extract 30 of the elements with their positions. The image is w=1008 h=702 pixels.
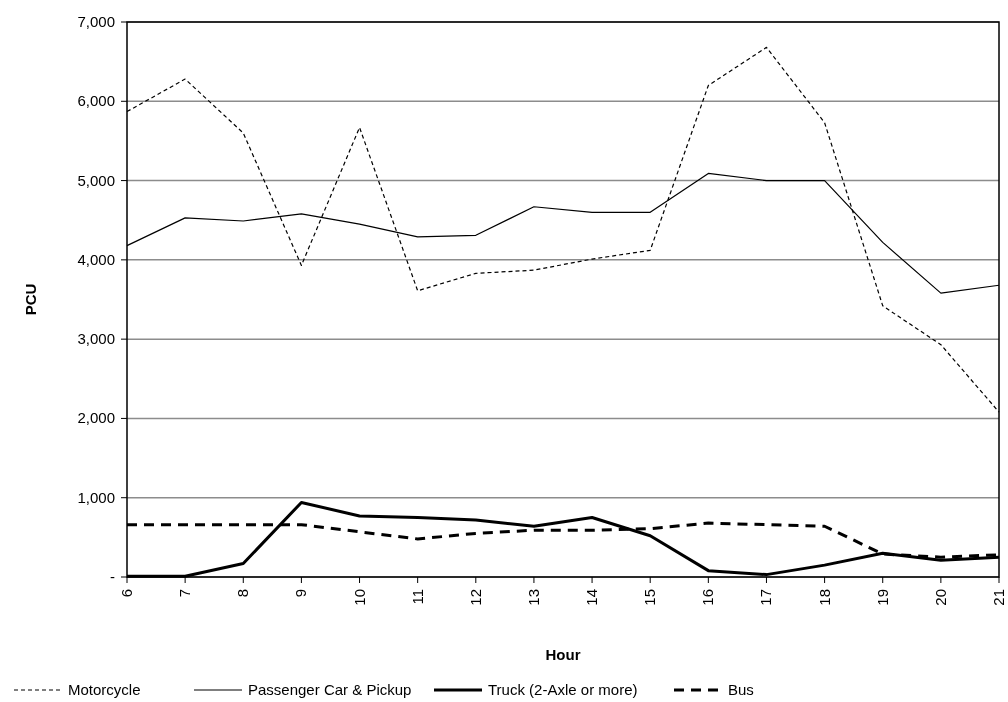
y-tick-label: 4,000 — [77, 250, 115, 268]
x-tick-label: 16 — [699, 589, 717, 606]
x-tick-label: 13 — [524, 589, 542, 606]
x-axis-title: Hour — [545, 646, 581, 663]
y-axis-title: PCU — [22, 283, 39, 316]
x-tick-label: 7 — [176, 589, 194, 598]
x-tick-label: 18 — [815, 589, 833, 606]
x-tick-label: 12 — [466, 589, 484, 606]
x-tick-label: 8 — [234, 589, 252, 598]
y-tick-label: 6,000 — [77, 92, 115, 110]
y-tick-label: 7,000 — [77, 13, 115, 30]
x-tick-label: 9 — [292, 589, 310, 598]
x-tick-label: 17 — [757, 589, 775, 606]
x-tick-label: 10 — [350, 589, 368, 606]
legend-label: Truck (2-Axle or more) — [488, 681, 638, 698]
x-tick-label: 19 — [873, 589, 891, 606]
legend-label: Motorcycle — [68, 681, 141, 698]
y-tick-label: 1,000 — [77, 488, 115, 506]
legend-label: Passenger Car & Pickup — [248, 681, 412, 698]
x-tick-label: 6 — [118, 589, 135, 598]
legend-label: Bus — [728, 681, 754, 698]
x-tick-label: 20 — [931, 589, 949, 606]
y-tick-label: - — [110, 568, 115, 585]
y-tick-label: 5,000 — [77, 171, 115, 189]
y-tick-label: 3,000 — [77, 330, 115, 348]
x-tick-label: 14 — [583, 589, 601, 606]
x-tick-label: 11 — [408, 589, 426, 605]
y-tick-label: 2,000 — [77, 409, 115, 427]
x-tick-label: 15 — [641, 589, 659, 606]
x-tick-label: 21 — [990, 589, 1007, 606]
